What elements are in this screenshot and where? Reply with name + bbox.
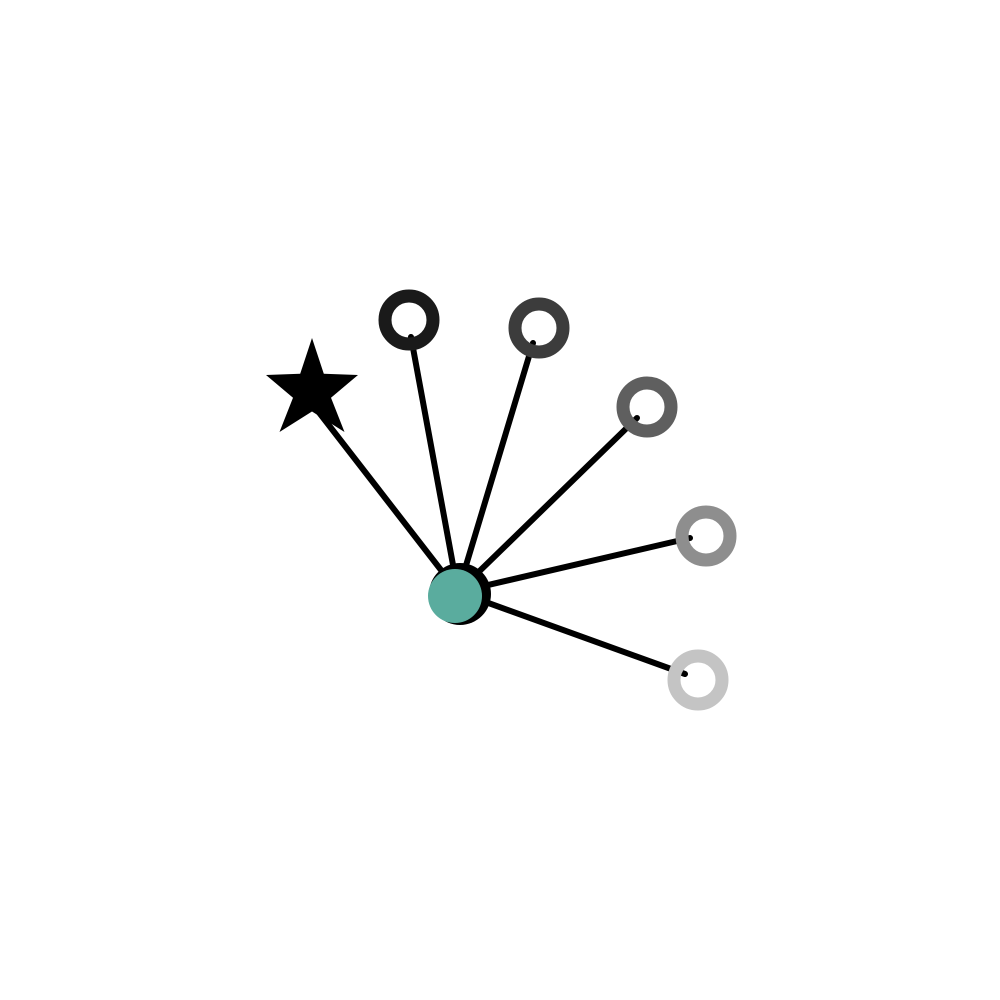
- edge-ring-5: [455, 589, 688, 677]
- edge-ring-2: [455, 340, 536, 595]
- edges: [311, 334, 693, 677]
- ring-icon: [378, 289, 440, 351]
- edge-ring-1: [408, 334, 461, 595]
- nodes: [266, 289, 737, 711]
- hub-node: [428, 563, 491, 625]
- ring-icon: [508, 297, 570, 359]
- hub-icon: [428, 569, 482, 623]
- ring-icon: [616, 376, 678, 438]
- edge-ring-4: [455, 535, 693, 595]
- star-icon: [266, 338, 358, 432]
- ring-icon: [675, 505, 737, 567]
- edge-star: [311, 403, 461, 595]
- edge-ring-3: [455, 415, 640, 595]
- ring-icon: [667, 649, 729, 711]
